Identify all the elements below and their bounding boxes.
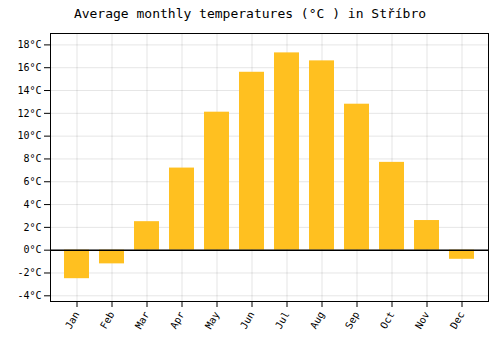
svg-text:6°C: 6°C bbox=[23, 176, 41, 187]
svg-text:-2°C: -2°C bbox=[17, 267, 41, 278]
svg-text:May: May bbox=[203, 310, 222, 331]
svg-text:Aug: Aug bbox=[308, 310, 327, 331]
svg-text:8°C: 8°C bbox=[23, 153, 41, 164]
svg-text:Jan: Jan bbox=[63, 310, 82, 331]
svg-text:Nov: Nov bbox=[413, 310, 432, 331]
html-text:Average monthly temperatures (: Average monthly temperatures (°C ) in St… bbox=[73, 6, 427, 21]
svg-text:-4°C: -4°C bbox=[17, 290, 41, 301]
svg-text:18°C: 18°C bbox=[17, 39, 41, 50]
svg-text:0°C: 0°C bbox=[23, 244, 41, 255]
svg-text:12°C: 12°C bbox=[17, 108, 41, 119]
svg-text:Mar: Mar bbox=[133, 310, 152, 331]
svg-text:Dec: Dec bbox=[448, 310, 467, 331]
svg-text:16°C: 16°C bbox=[17, 62, 41, 73]
svg-text:Oct: Oct bbox=[378, 310, 397, 331]
svg-text:10°C: 10°C bbox=[17, 130, 41, 141]
svg-text:4°C: 4°C bbox=[23, 199, 41, 210]
svg-text:14°C: 14°C bbox=[17, 85, 41, 96]
svg-text:Jul: Jul bbox=[273, 310, 292, 331]
svg-text:Sep: Sep bbox=[343, 310, 362, 331]
svg-text:2°C: 2°C bbox=[23, 222, 41, 233]
svg-text:Jun: Jun bbox=[238, 310, 257, 331]
svg-text:Apr: Apr bbox=[168, 310, 187, 331]
svg-text:Feb: Feb bbox=[98, 310, 117, 331]
